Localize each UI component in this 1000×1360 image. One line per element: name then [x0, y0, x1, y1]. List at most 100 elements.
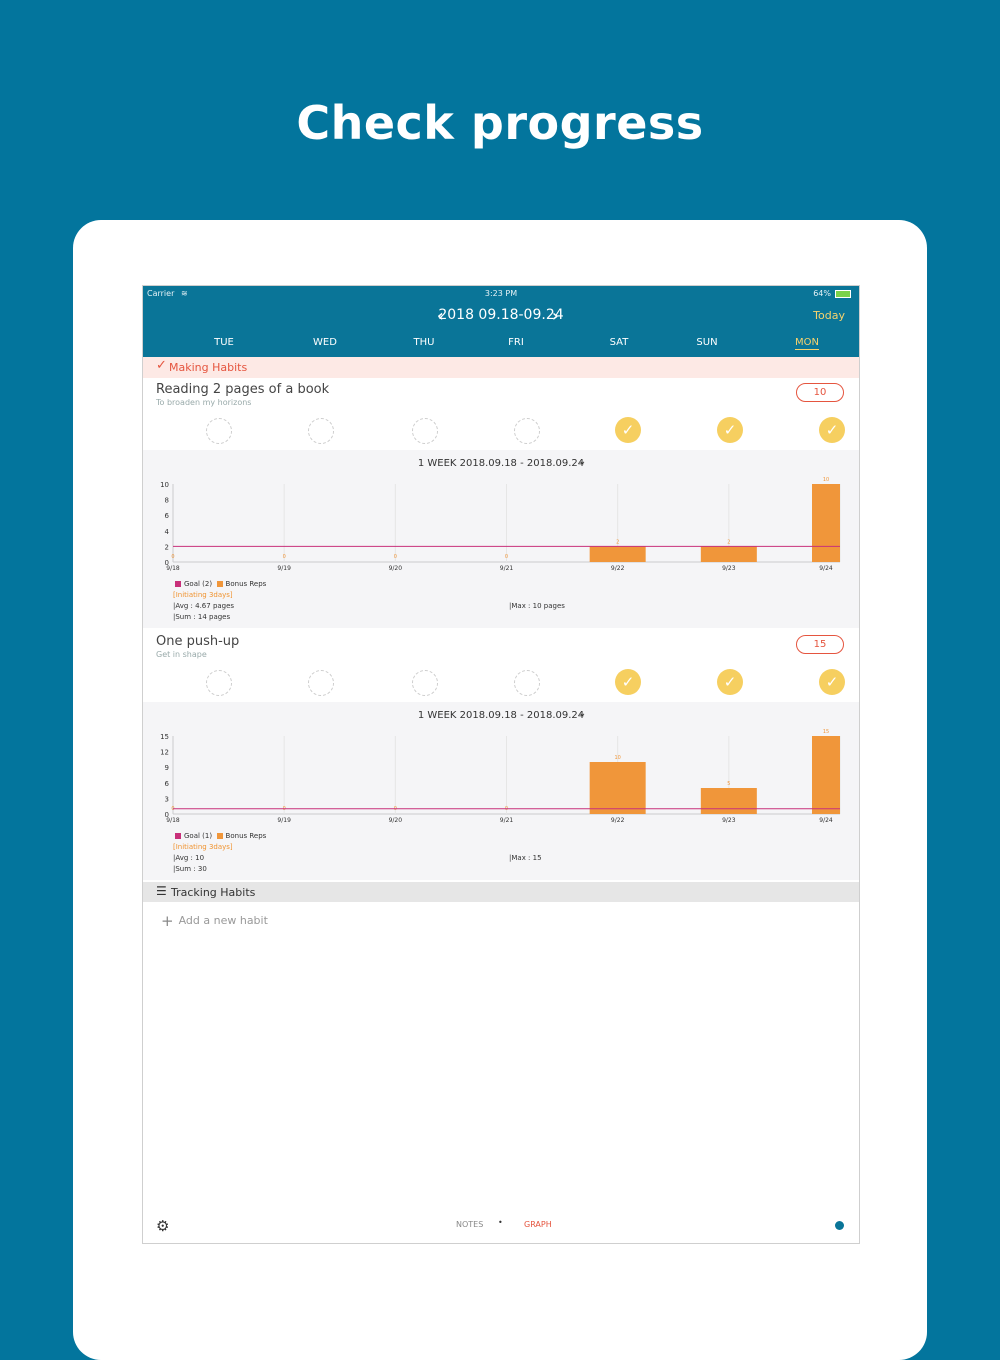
battery-percent: 64%: [813, 289, 831, 298]
day-check-done-icon[interactable]: ✓: [615, 417, 641, 443]
initiating-label: [Initiating 3days]: [173, 843, 233, 851]
bonus-swatch: [216, 581, 223, 587]
x-tick-label: 9/20: [389, 817, 403, 824]
x-tick-label: 9/22: [611, 817, 625, 824]
legend-goal: Goal (2): [184, 580, 213, 588]
top-bar: Carrier ≋ 3:23 PM 64% ‹ 2018 09.18-09.24…: [143, 286, 859, 357]
sum-stat: |Sum : 14 pages: [173, 613, 231, 621]
x-tick-label: 9/18: [166, 817, 180, 824]
x-tick-label: 9/23: [722, 817, 736, 824]
bar-value-label: 0: [394, 554, 397, 560]
habit-count-badge[interactable]: 15: [796, 635, 844, 654]
gear-icon[interactable]: ⚙: [156, 1217, 170, 1235]
week-range[interactable]: 2018 09.18-09.24: [438, 307, 564, 323]
y-tick-label: 6: [165, 780, 170, 788]
bar-value-label: 10: [823, 477, 829, 483]
x-tick-label: 9/21: [500, 565, 514, 572]
y-tick-label: 12: [160, 749, 169, 757]
tracking-habits-label: Tracking Habits: [171, 886, 256, 899]
carrier-label: Carrier: [147, 289, 175, 298]
legend-goal: Goal (1): [184, 832, 213, 840]
x-tick-label: 9/18: [166, 565, 180, 572]
day-check-empty[interactable]: [308, 670, 334, 696]
dot-separator: •: [498, 1218, 503, 1227]
day-thu[interactable]: THU: [413, 337, 435, 348]
day-check-empty[interactable]: [514, 418, 540, 444]
y-tick-label: 4: [165, 528, 170, 536]
graph-legend: Goal (1) Bonus Reps: [175, 832, 266, 840]
max-stat: |Max : 10 pages: [509, 602, 565, 610]
plus-icon: +: [161, 912, 174, 930]
day-check-empty[interactable]: [412, 670, 438, 696]
day-tue[interactable]: TUE: [214, 337, 234, 348]
making-habits-header: ✓ Making Habits: [143, 357, 859, 378]
day-check-empty[interactable]: [206, 670, 232, 696]
notes-tab[interactable]: NOTES: [456, 1220, 484, 1229]
day-mon[interactable]: MON: [795, 337, 819, 350]
bar: [812, 484, 840, 562]
today-button[interactable]: Today: [813, 309, 845, 322]
bar-value-label: 2: [727, 539, 730, 545]
page-headline: Check progress: [296, 96, 704, 150]
day-check-done-icon[interactable]: ✓: [819, 669, 845, 695]
add-habit-button[interactable]: + Add a new habit: [161, 912, 268, 930]
chevron-down-icon[interactable]: ⌄: [578, 708, 587, 719]
sum-stat: |Sum : 30: [173, 865, 207, 873]
habit-subtitle: To broaden my horizons: [156, 398, 252, 407]
x-tick-label: 9/22: [611, 565, 625, 572]
day-check-empty[interactable]: [206, 418, 232, 444]
chevron-right-icon[interactable]: ›: [552, 306, 559, 325]
chevron-left-icon[interactable]: ‹: [437, 306, 444, 325]
day-sat[interactable]: SAT: [609, 337, 629, 348]
max-stat: |Max : 15: [509, 854, 542, 862]
y-tick-label: 3: [165, 795, 169, 803]
habit-subtitle: Get in shape: [156, 650, 207, 659]
status-time: 3:23 PM: [484, 289, 518, 298]
day-fri[interactable]: FRI: [508, 337, 524, 348]
wifi-icon: ≋: [181, 289, 188, 298]
day-check-empty[interactable]: [514, 670, 540, 696]
graph-tab[interactable]: GRAPH: [524, 1220, 552, 1229]
x-tick-label: 9/20: [389, 565, 403, 572]
bar-chart: 024681009/1809/1909/2009/2129/2229/23109…: [160, 477, 841, 572]
bar-chart: 0369121509/1809/1909/2009/21109/2259/231…: [160, 729, 841, 824]
y-tick-label: 8: [165, 497, 169, 505]
bar: [812, 736, 840, 814]
x-tick-label: 9/21: [500, 817, 514, 824]
bar: [700, 546, 757, 562]
bar-value-label: 15: [823, 729, 829, 735]
day-check-done-icon[interactable]: ✓: [717, 417, 743, 443]
x-tick-label: 9/19: [277, 817, 291, 824]
y-tick-label: 10: [160, 481, 169, 489]
day-check-done-icon[interactable]: ✓: [717, 669, 743, 695]
habit-graph-panel: 1 WEEK 2018.09.18 - 2018.09.24 ⌄ 0 2 4 6 8 10…: [143, 450, 859, 628]
goal-swatch: [175, 833, 181, 839]
habit-title[interactable]: Reading 2 pages of a book: [156, 382, 330, 397]
status-dot: [835, 1221, 844, 1230]
habit-count-badge[interactable]: 10: [796, 383, 844, 402]
chevron-down-icon[interactable]: ⌄: [578, 456, 587, 467]
y-tick-label: 2: [165, 543, 169, 551]
bar-value-label: 0: [283, 554, 286, 560]
bar-value-label: 0: [505, 554, 508, 560]
bar: [700, 788, 757, 814]
x-tick-label: 9/23: [722, 565, 736, 572]
y-tick-label: 9: [165, 764, 169, 772]
avg-stat: |Avg : 4.67 pages: [173, 602, 235, 610]
app-window: Carrier ≋ 3:23 PM 64% ‹ 2018 09.18-09.24…: [142, 285, 860, 1244]
day-sun[interactable]: SUN: [696, 337, 718, 348]
day-check-empty[interactable]: [308, 418, 334, 444]
habit-title[interactable]: One push-up: [156, 634, 240, 649]
graph-range-title[interactable]: 1 WEEK 2018.09.18 - 2018.09.24: [417, 710, 585, 721]
day-check-empty[interactable]: [412, 418, 438, 444]
bonus-swatch: [216, 833, 223, 839]
habit-graph-panel: 1 WEEK 2018.09.18 - 2018.09.24 ⌄ 0 3 6 9 12 1…: [143, 702, 859, 880]
day-check-done-icon[interactable]: ✓: [819, 417, 845, 443]
legend-bonus: Bonus Reps: [225, 580, 267, 588]
add-habit-label: Add a new habit: [178, 914, 268, 927]
avg-stat: |Avg : 10: [173, 854, 205, 862]
initiating-label: [Initiating 3days]: [173, 591, 233, 599]
day-check-done-icon[interactable]: ✓: [615, 669, 641, 695]
day-wed[interactable]: WED: [313, 337, 337, 348]
graph-range-title[interactable]: 1 WEEK 2018.09.18 - 2018.09.24: [417, 458, 585, 469]
